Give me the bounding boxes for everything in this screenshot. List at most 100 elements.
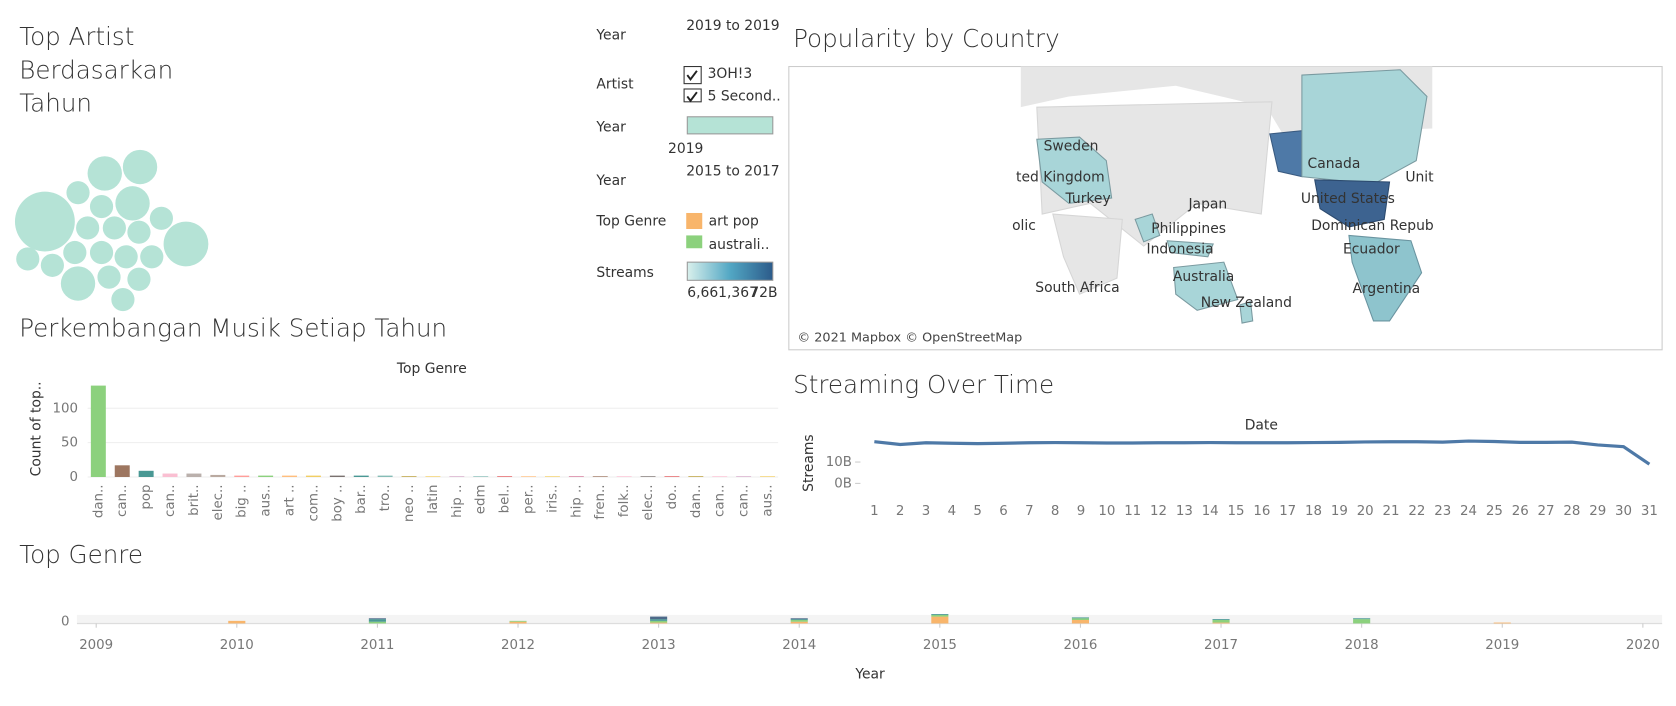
bubble — [122, 149, 158, 185]
filter-value[interactable]: 2015 to 2017 — [686, 163, 779, 179]
bar — [425, 476, 441, 477]
filter-item[interactable]: 5 Second.. — [708, 88, 781, 104]
bubble — [97, 265, 121, 289]
checkbox[interactable] — [683, 88, 702, 103]
bar — [401, 476, 417, 477]
x-tick-label: 17 — [1279, 504, 1296, 519]
x-tick-label: 15 — [1228, 504, 1245, 519]
x-tick-label: 10 — [1098, 504, 1115, 519]
check — [686, 70, 698, 81]
bubble — [87, 156, 122, 191]
x-tick-label: 7 — [1025, 504, 1034, 519]
bar — [377, 475, 393, 477]
x-tick-label: latin — [426, 484, 441, 513]
bar-segment — [650, 620, 668, 623]
legend-item[interactable]: art pop — [709, 214, 759, 230]
x-tick-label: art .. — [283, 484, 298, 516]
bubble — [111, 287, 135, 312]
map-label: Philippines — [1151, 221, 1226, 237]
x-tick-label: 2018 — [1345, 638, 1379, 653]
legend-title: Top Genre — [595, 214, 666, 230]
map-label: Japan — [1187, 196, 1227, 212]
bubble — [16, 247, 40, 271]
map-label: Ecuador — [1343, 241, 1400, 257]
x-tick-label: 2014 — [782, 638, 816, 653]
bar-segment — [368, 621, 386, 624]
map-label: Australia — [1173, 269, 1234, 285]
x-tick-label: bar.. — [354, 484, 369, 513]
ramp-max: 72B — [750, 285, 777, 301]
map-label: olic — [1012, 218, 1036, 234]
country — [1166, 240, 1214, 258]
bar — [640, 476, 656, 477]
x-tick-label: can.. — [713, 484, 728, 517]
bar-segment — [509, 621, 527, 624]
map-label: Sweden — [1044, 139, 1099, 155]
x-tick-label: 13 — [1176, 504, 1193, 519]
map-label: Canada — [1308, 156, 1361, 172]
x-tick-label: 2020 — [1626, 638, 1660, 653]
y-tick-label: 0 — [70, 470, 79, 485]
bar-segment — [1071, 620, 1089, 624]
bar — [162, 473, 178, 477]
bubble — [63, 240, 87, 265]
x-tick-label: 4 — [948, 504, 957, 519]
bar — [186, 473, 202, 477]
bar — [568, 476, 584, 477]
bar — [234, 475, 250, 477]
legend-title: Streams — [596, 265, 653, 281]
filter-label: Year — [595, 173, 626, 189]
bar-segment — [1071, 617, 1089, 619]
x-axis-title: Date — [1245, 418, 1278, 434]
bar — [282, 475, 298, 477]
ramp-min: 6,661,367 — [687, 285, 758, 301]
x-tick-label: 18 — [1305, 504, 1322, 519]
line — [874, 439, 1651, 466]
bar — [138, 470, 154, 477]
bubble — [66, 181, 90, 205]
chart-title: Top Artist Berdasarkan Tahun — [19, 23, 174, 118]
x-tick-label: 2012 — [501, 638, 535, 653]
x-tick-label: brit.. — [187, 484, 202, 515]
y-tick-label: 0 — [61, 614, 70, 629]
x-tick-label: hip .. — [450, 484, 465, 517]
country — [1348, 234, 1423, 322]
x-tick-label: big .. — [235, 484, 250, 517]
x-tick-label: 2 — [896, 504, 905, 519]
bar-segment — [1212, 620, 1230, 623]
slider[interactable] — [686, 116, 774, 135]
x-tick-label: 2019 — [1485, 638, 1519, 653]
x-tick-label: 1 — [870, 504, 879, 519]
filter-value[interactable]: 2019 to 2019 — [686, 18, 779, 34]
x-tick-label: 31 — [1641, 504, 1658, 519]
bar — [449, 476, 465, 477]
legend-item[interactable]: australi.. — [709, 237, 770, 253]
x-tick-label: 29 — [1589, 504, 1606, 519]
map-label: South Africa — [1035, 280, 1119, 296]
bar — [329, 475, 345, 477]
bar-segment — [1212, 622, 1230, 624]
land — [1036, 101, 1273, 247]
filter-item[interactable]: 3OH!3 — [708, 66, 753, 82]
map-labels: Sweden ted Kingdom Turkey olic Japan Philippi… — [1012, 139, 1434, 311]
bar — [592, 476, 608, 477]
bubble — [40, 253, 64, 277]
bar-segment — [650, 619, 668, 621]
bubble-title-box: Top Artist Berdasarkan Tahun — [19, 23, 174, 118]
x-tick-label: edm — [474, 484, 489, 514]
map-label: Indonesia — [1146, 241, 1213, 257]
x-tick-label: tro.. — [378, 484, 393, 511]
x-tick-label: 14 — [1202, 504, 1219, 519]
x-tick-label: 2015 — [923, 638, 957, 653]
map-label: Unit — [1405, 170, 1434, 186]
x-tick-label: 8 — [1051, 504, 1060, 519]
x-tick-label: 2010 — [220, 638, 254, 653]
bubble — [102, 216, 126, 240]
bar — [616, 476, 632, 477]
bubble — [127, 220, 151, 244]
chart-title: Streaming Over Time — [793, 370, 1054, 399]
bar — [688, 476, 704, 477]
x-tick-label: 16 — [1253, 504, 1270, 519]
y-tick-label: 50 — [61, 436, 78, 451]
bar — [664, 476, 680, 477]
